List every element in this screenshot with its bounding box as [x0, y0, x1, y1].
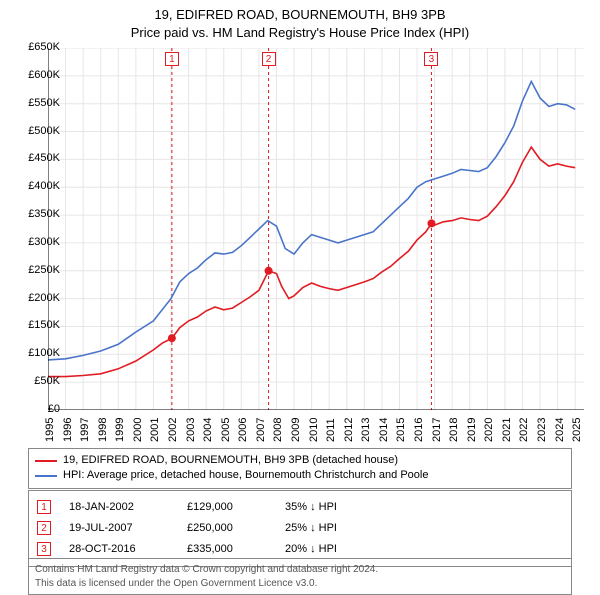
y-tick-label: £0 [4, 403, 60, 415]
y-tick-label: £600K [4, 69, 60, 81]
x-tick-label: 2020 [483, 418, 495, 442]
chart-svg [48, 48, 584, 410]
title-line-2: Price paid vs. HM Land Registry's House … [0, 24, 600, 42]
legend-box: 19, EDIFRED ROAD, BOURNEMOUTH, BH9 3PB (… [28, 448, 572, 489]
legend-row-paid: 19, EDIFRED ROAD, BOURNEMOUTH, BH9 3PB (… [35, 453, 565, 468]
legend-label-hpi: HPI: Average price, detached house, Bour… [63, 468, 428, 483]
x-tick-label: 2021 [501, 418, 513, 442]
x-tick-label: 2015 [395, 418, 407, 442]
legend-swatch-hpi [35, 475, 57, 477]
x-tick-label: 2024 [554, 418, 566, 442]
x-tick-label: 2011 [325, 418, 337, 442]
x-tick-label: 2003 [185, 418, 197, 442]
x-tick-label: 2019 [466, 418, 478, 442]
y-tick-label: £650K [4, 41, 60, 53]
sales-pct-2: 25% ↓ HPI [285, 518, 375, 539]
x-tick-label: 2005 [220, 418, 232, 442]
title-block: 19, EDIFRED ROAD, BOURNEMOUTH, BH9 3PB P… [0, 0, 600, 41]
attribution-box: Contains HM Land Registry data © Crown c… [28, 558, 572, 595]
legend-swatch-paid [35, 460, 57, 462]
sales-price-1: £129,000 [187, 497, 267, 518]
sales-price-2: £250,000 [187, 518, 267, 539]
legend-row-hpi: HPI: Average price, detached house, Bour… [35, 468, 565, 483]
x-tick-label: 2009 [290, 418, 302, 442]
sales-badge-3: 3 [37, 542, 51, 556]
sale-marker-badge: 1 [165, 52, 179, 66]
y-tick-label: £550K [4, 97, 60, 109]
x-tick-label: 1998 [97, 418, 109, 442]
x-tick-label: 1995 [44, 418, 56, 442]
x-tick-label: 2023 [536, 418, 548, 442]
sales-date-3: 28-OCT-2016 [69, 539, 169, 560]
sales-row-1: 1 18-JAN-2002 £129,000 35% ↓ HPI [37, 497, 563, 518]
sales-price-3: £335,000 [187, 539, 267, 560]
x-tick-label: 2025 [571, 418, 583, 442]
y-tick-label: £500K [4, 125, 60, 137]
x-tick-label: 1997 [79, 418, 91, 442]
sales-badge-2: 2 [37, 521, 51, 535]
sales-pct-3: 20% ↓ HPI [285, 539, 375, 560]
title-line-1: 19, EDIFRED ROAD, BOURNEMOUTH, BH9 3PB [0, 6, 600, 24]
x-tick-label: 1999 [114, 418, 126, 442]
y-tick-label: £100K [4, 347, 60, 359]
x-tick-label: 2017 [431, 418, 443, 442]
y-tick-label: £50K [4, 375, 60, 387]
x-tick-label: 2000 [132, 418, 144, 442]
sales-table: 1 18-JAN-2002 £129,000 35% ↓ HPI 2 19-JU… [28, 490, 572, 567]
x-tick-label: 2001 [149, 418, 161, 442]
y-tick-label: £400K [4, 180, 60, 192]
sales-row-2: 2 19-JUL-2007 £250,000 25% ↓ HPI [37, 518, 563, 539]
x-tick-label: 2014 [378, 418, 390, 442]
attribution-line-1: Contains HM Land Registry data © Crown c… [35, 563, 565, 577]
chart-container: 19, EDIFRED ROAD, BOURNEMOUTH, BH9 3PB P… [0, 0, 600, 590]
sales-pct-1: 35% ↓ HPI [285, 497, 375, 518]
attribution-line-2: This data is licensed under the Open Gov… [35, 577, 565, 591]
sales-row-3: 3 28-OCT-2016 £335,000 20% ↓ HPI [37, 539, 563, 560]
x-tick-label: 2013 [360, 418, 372, 442]
y-tick-label: £200K [4, 292, 60, 304]
x-tick-label: 2006 [237, 418, 249, 442]
sales-badge-1: 1 [37, 500, 51, 514]
y-tick-label: £350K [4, 208, 60, 220]
x-tick-label: 1996 [62, 418, 74, 442]
x-tick-label: 2004 [202, 418, 214, 442]
x-tick-label: 2002 [167, 418, 179, 442]
x-tick-label: 2018 [448, 418, 460, 442]
x-tick-label: 2012 [343, 418, 355, 442]
x-tick-label: 2007 [255, 418, 267, 442]
sale-marker-badge: 2 [262, 52, 276, 66]
sale-marker-badge: 3 [424, 52, 438, 66]
y-tick-label: £150K [4, 319, 60, 331]
x-tick-label: 2010 [308, 418, 320, 442]
x-tick-label: 2008 [272, 418, 284, 442]
x-tick-label: 2016 [413, 418, 425, 442]
chart-plot-area [48, 48, 584, 410]
y-tick-label: £250K [4, 264, 60, 276]
sales-date-2: 19-JUL-2007 [69, 518, 169, 539]
legend-label-paid: 19, EDIFRED ROAD, BOURNEMOUTH, BH9 3PB (… [63, 453, 398, 468]
x-tick-label: 2022 [518, 418, 530, 442]
sales-date-1: 18-JAN-2002 [69, 497, 169, 518]
y-tick-label: £450K [4, 152, 60, 164]
y-tick-label: £300K [4, 236, 60, 248]
